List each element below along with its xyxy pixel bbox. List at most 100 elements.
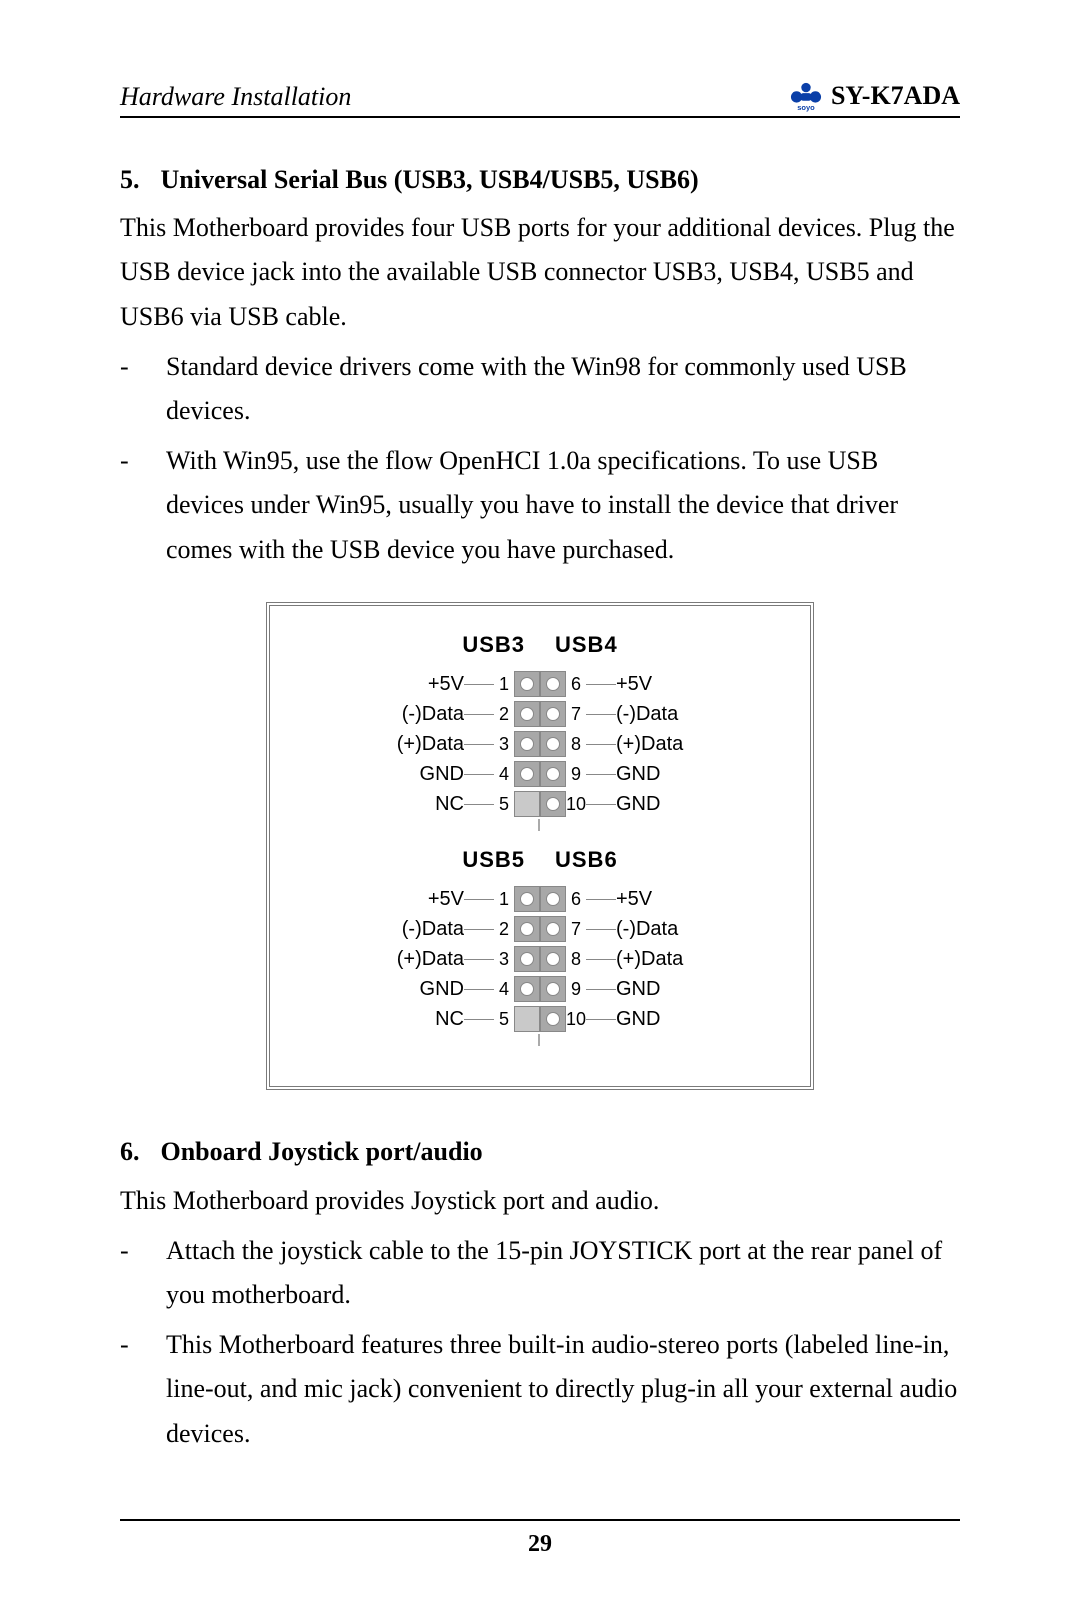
svg-text:soyo: soyo bbox=[797, 103, 815, 112]
header-right: soyo SY-K7ADA bbox=[787, 80, 960, 112]
section-5-list: Standard device drivers come with the Wi… bbox=[120, 345, 960, 572]
pin-cell bbox=[540, 761, 566, 787]
pin-label-left: +5V bbox=[374, 882, 464, 916]
pin-number-right: 9 bbox=[566, 974, 586, 1005]
pin-cell bbox=[540, 731, 566, 757]
diagram-box: USB3USB4+5V16+5V(-)Data27(-)Data(+)Data3… bbox=[266, 602, 814, 1091]
pin-cell bbox=[540, 886, 566, 912]
usb-block-left-title: USB3 bbox=[462, 626, 525, 663]
pin-cell bbox=[514, 946, 540, 972]
pin-row: GND 4 9 GND bbox=[374, 759, 706, 789]
pin-number-right: 10 bbox=[566, 789, 586, 820]
pin-number-right: 10 bbox=[566, 1004, 586, 1035]
pin-label-left: GND bbox=[374, 757, 464, 791]
connector-line bbox=[464, 989, 494, 990]
usb-block: USB3USB4+5V16+5V(-)Data27(-)Data(+)Data3… bbox=[300, 626, 780, 831]
page-footer: 29 bbox=[120, 1519, 960, 1558]
connector-line bbox=[586, 744, 616, 745]
page-number: 29 bbox=[528, 1531, 552, 1557]
pin-label-left: (+)Data bbox=[374, 727, 464, 761]
pin-row: +5V 1 6 +5V bbox=[374, 884, 706, 914]
connector-line bbox=[586, 1019, 616, 1020]
section-6-item-2: This Motherboard features three built-in… bbox=[120, 1323, 960, 1456]
usb-block-right-title: USB6 bbox=[555, 841, 618, 878]
pin-label-right: GND bbox=[616, 757, 706, 791]
document-page: Hardware Installation soyo SY-K7ADA 5. U… bbox=[0, 0, 1080, 1618]
connector-line bbox=[464, 899, 494, 900]
connector-line bbox=[586, 959, 616, 960]
pin-label-right: (+)Data bbox=[616, 942, 706, 976]
page-content: 5. Universal Serial Bus (USB3, USB4/USB5… bbox=[120, 158, 960, 1456]
pin-number-right: 6 bbox=[566, 884, 586, 915]
connector-line bbox=[586, 899, 616, 900]
pin-row: (+)Data38(+)Data bbox=[374, 944, 706, 974]
pin-label-right: +5V bbox=[616, 882, 706, 916]
section-5-paragraph: This Motherboard provides four USB ports… bbox=[120, 206, 960, 339]
pin-number-left: 2 bbox=[494, 914, 514, 945]
pin-number-right: 9 bbox=[566, 759, 586, 790]
pin-label-right: GND bbox=[616, 787, 706, 821]
pin-cell bbox=[540, 701, 566, 727]
connector-line bbox=[464, 959, 494, 960]
pin-cell bbox=[540, 791, 566, 817]
connector-line bbox=[464, 774, 494, 775]
block-divider bbox=[300, 1034, 780, 1046]
connector-line bbox=[464, 929, 494, 930]
section-6-title: Onboard Joystick port/audio bbox=[161, 1137, 483, 1166]
connector-line bbox=[464, 744, 494, 745]
pin-label-left: (+)Data bbox=[374, 942, 464, 976]
pin-number-left: 1 bbox=[494, 669, 514, 700]
pin-number-right: 8 bbox=[566, 944, 586, 975]
pin-number-left: 4 bbox=[494, 759, 514, 790]
block-divider bbox=[300, 819, 780, 831]
pin-cell bbox=[514, 886, 540, 912]
pin-number-left: 5 bbox=[494, 1004, 514, 1035]
pin-cell bbox=[540, 671, 566, 697]
pin-row: NC 5 10 GND bbox=[374, 789, 706, 819]
pin-label-left: (-)Data bbox=[374, 912, 464, 946]
pin-number-right: 7 bbox=[566, 914, 586, 945]
section-6-list: Attach the joystick cable to the 15-pin … bbox=[120, 1229, 960, 1456]
usb-block-right-title: USB4 bbox=[555, 626, 618, 663]
usb-block-left-title: USB5 bbox=[462, 841, 525, 878]
section-5-item-2: With Win95, use the flow OpenHCI 1.0a sp… bbox=[120, 439, 960, 572]
pin-label-right: GND bbox=[616, 972, 706, 1006]
pin-cell bbox=[514, 671, 540, 697]
pin-label-right: GND bbox=[616, 1002, 706, 1036]
pin-label-left: (-)Data bbox=[374, 697, 464, 731]
pin-row: NC 5 10 GND bbox=[374, 1004, 706, 1034]
connector-line bbox=[464, 1019, 494, 1020]
section-6-item-1: Attach the joystick cable to the 15-pin … bbox=[120, 1229, 960, 1317]
page-header: Hardware Installation soyo SY-K7ADA bbox=[120, 80, 960, 118]
pin-number-left: 1 bbox=[494, 884, 514, 915]
pin-number-left: 5 bbox=[494, 789, 514, 820]
pin-row: GND 4 9 GND bbox=[374, 974, 706, 1004]
pin-label-right: (+)Data bbox=[616, 727, 706, 761]
pin-number-left: 4 bbox=[494, 974, 514, 1005]
connector-line bbox=[464, 714, 494, 715]
pin-row: (-)Data27(-)Data bbox=[374, 914, 706, 944]
pin-number-right: 7 bbox=[566, 699, 586, 730]
pin-cell bbox=[514, 761, 540, 787]
soyo-logo-icon: soyo bbox=[787, 80, 825, 112]
section-6-num: 6. bbox=[120, 1130, 154, 1174]
section-6-heading: 6. Onboard Joystick port/audio bbox=[120, 1130, 960, 1174]
pin-label-right: +5V bbox=[616, 667, 706, 701]
pin-number-right: 8 bbox=[566, 729, 586, 760]
connector-line bbox=[464, 684, 494, 685]
pin-label-left: NC bbox=[374, 787, 464, 821]
pin-cell bbox=[514, 976, 540, 1002]
pin-cell bbox=[540, 916, 566, 942]
connector-line bbox=[586, 989, 616, 990]
pin-label-left: GND bbox=[374, 972, 464, 1006]
pin-row: +5V16+5V bbox=[374, 669, 706, 699]
pin-cell bbox=[514, 701, 540, 727]
model-label: SY-K7ADA bbox=[831, 81, 960, 111]
connector-line bbox=[586, 929, 616, 930]
pin-label-left: NC bbox=[374, 1002, 464, 1036]
pin-label-left: +5V bbox=[374, 667, 464, 701]
pin-number-left: 2 bbox=[494, 699, 514, 730]
connector-line bbox=[586, 774, 616, 775]
connector-line bbox=[586, 714, 616, 715]
section-5-item-1: Standard device drivers come with the Wi… bbox=[120, 345, 960, 433]
